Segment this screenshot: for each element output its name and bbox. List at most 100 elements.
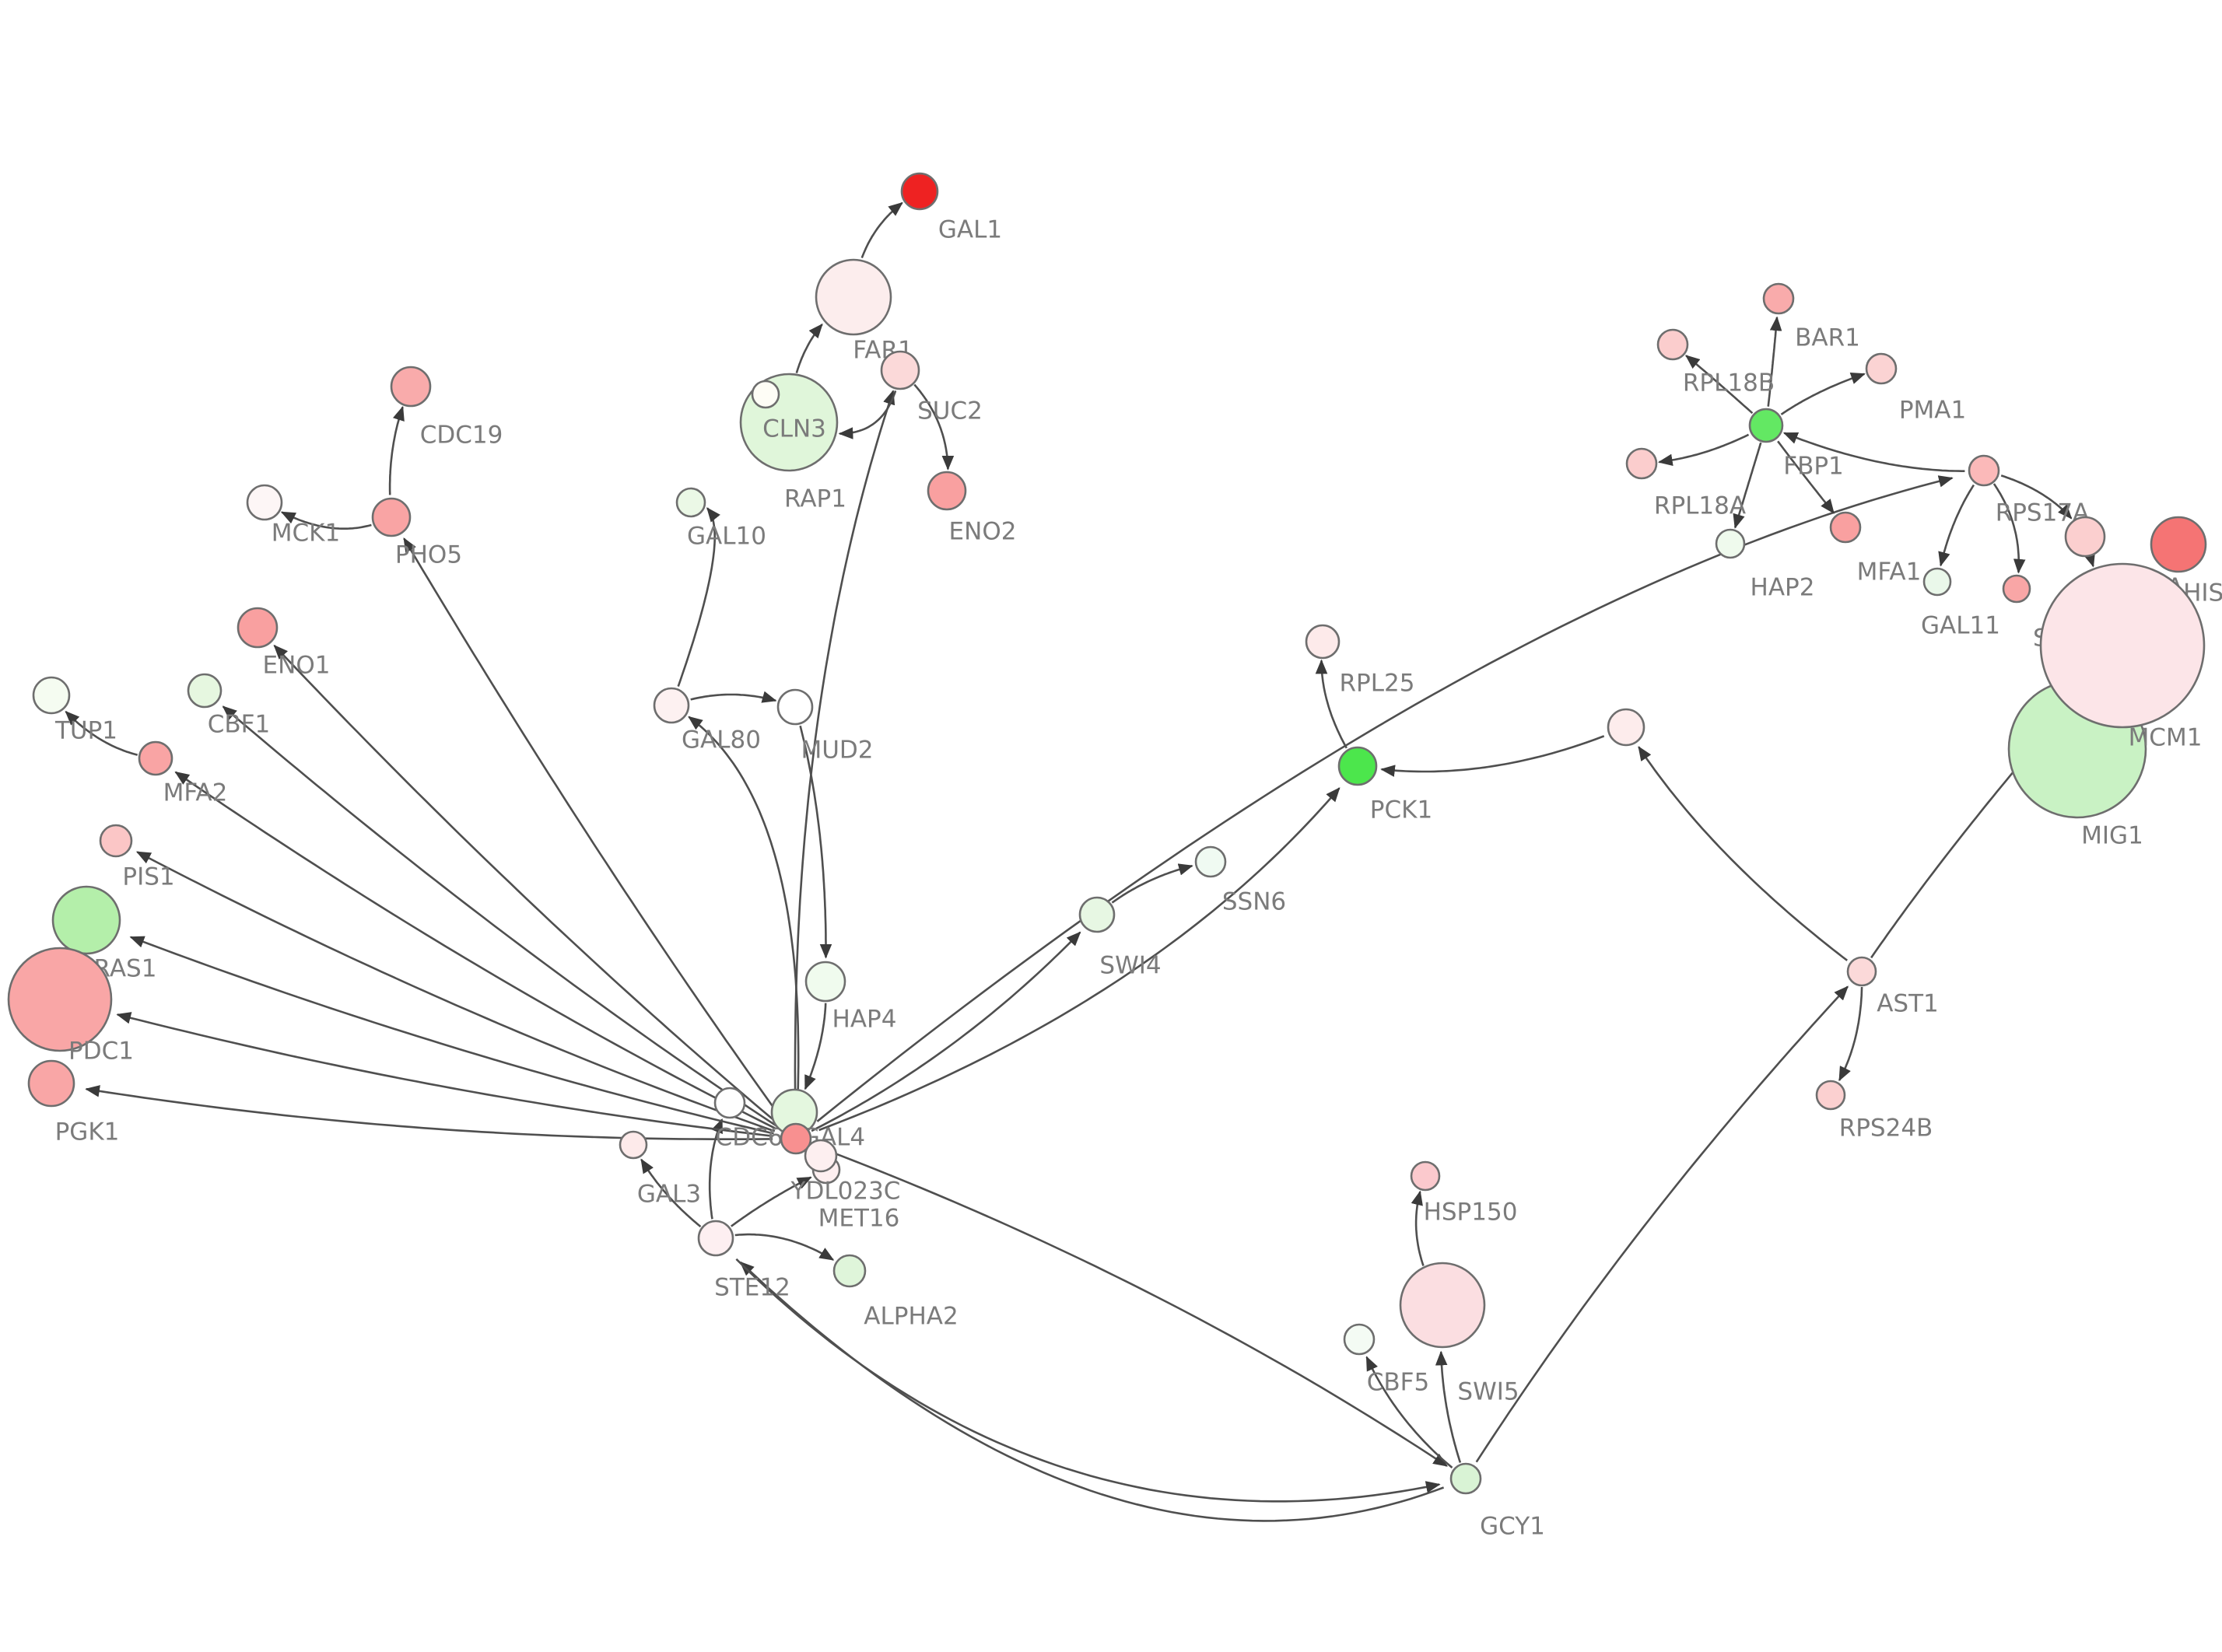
edge-ast1-to-pinku[interactable] <box>1638 746 1848 961</box>
node-gal10[interactable] <box>675 487 706 518</box>
node-ras1[interactable] <box>51 885 121 955</box>
node-pck1[interactable] <box>1337 746 1378 786</box>
edge-ste12-to-alpha2[interactable] <box>734 1233 835 1261</box>
node-rps24b[interactable] <box>1815 1080 1846 1111</box>
edge-gal4-to-rps17a[interactable] <box>816 475 1954 1122</box>
edge-rps17a-to-gal11[interactable] <box>1938 484 1975 567</box>
edge-suc2-to-eno2[interactable] <box>913 383 955 471</box>
edge-rps17a-to-fbp1[interactable] <box>1782 432 1965 472</box>
node-mfa1[interactable] <box>1829 511 1862 544</box>
node-ste12[interactable] <box>697 1220 734 1257</box>
edge-gal80-to-mud2[interactable] <box>690 691 777 703</box>
node-bar1[interactable] <box>1762 282 1795 315</box>
edge-suc2-to-cln3[interactable] <box>838 390 897 439</box>
node-fbp1[interactable] <box>1748 408 1784 443</box>
node-mcm1[interactable] <box>2039 562 2206 729</box>
edge-pho5-to-mck1[interactable] <box>280 511 372 530</box>
edge-ste12-to-met16[interactable] <box>731 1176 812 1227</box>
edge-rps17a-to-ste2[interactable] <box>1992 483 2026 574</box>
node-suc2[interactable] <box>880 350 920 390</box>
node-swi5[interactable] <box>1399 1262 1486 1349</box>
edge-gcy1-to-ste12[interactable] <box>739 1261 1445 1522</box>
node-rpl25[interactable] <box>1305 624 1341 660</box>
edge-gal4-to-pho5[interactable] <box>403 537 784 1122</box>
node-cdc19[interactable] <box>390 366 432 408</box>
node-pis1[interactable] <box>99 824 133 858</box>
edge-fbp1-to-pma1[interactable] <box>1780 373 1866 415</box>
node-hap2[interactable] <box>1715 528 1746 559</box>
node-ste2[interactable] <box>2002 574 2031 604</box>
edge-fbp1-to-rpl18a[interactable] <box>1657 433 1750 467</box>
node-rpl18b[interactable] <box>1656 328 1689 361</box>
edge-gal80-to-gal10[interactable] <box>677 507 720 688</box>
node-gcy1[interactable] <box>1449 1462 1482 1495</box>
edge-fbp1-to-bar1[interactable] <box>1767 316 1782 407</box>
node-mck1[interactable] <box>246 484 283 521</box>
edge-gal4-to-pis1[interactable] <box>135 851 776 1132</box>
edge-pck1-to-rpl25[interactable] <box>1315 659 1348 749</box>
edge-far1-to-gal1[interactable] <box>860 201 903 259</box>
edge-cln3-to-far1[interactable] <box>795 323 823 373</box>
node-pinku[interactable] <box>1607 708 1645 747</box>
node-mud2[interactable] <box>776 688 814 726</box>
node-pdc1[interactable] <box>7 947 113 1052</box>
node-rap1[interactable] <box>751 380 780 409</box>
edge-gal4-to-pck1[interactable] <box>818 787 1341 1132</box>
node-eno1[interactable] <box>237 607 279 649</box>
node-hap4[interactable] <box>804 961 846 1003</box>
edge-gcy1-to-swi5[interactable] <box>1435 1350 1462 1463</box>
node-gal1[interactable] <box>900 172 939 211</box>
node-mfa2[interactable] <box>138 740 173 776</box>
node-pgk1[interactable] <box>27 1059 75 1108</box>
node-cbf5[interactable] <box>1343 1323 1376 1356</box>
node-ydl023c[interactable] <box>804 1139 838 1173</box>
node-cdc6[interactable] <box>713 1087 746 1119</box>
edge-gal4-to-pgk1[interactable] <box>85 1085 773 1140</box>
edge-fbp1-to-hap2[interactable] <box>1733 442 1762 529</box>
edge-swi4-to-ssn6[interactable] <box>1111 863 1193 904</box>
edge-ste12-to-gcy1[interactable] <box>735 1258 1441 1503</box>
edge-gal4-to-gcy1[interactable] <box>818 1146 1449 1467</box>
node-gal11[interactable] <box>1922 567 1952 597</box>
edge-gal4-to-gal80[interactable] <box>688 716 800 1118</box>
edge-fbp1-to-mfa1[interactable] <box>1777 440 1835 514</box>
edge-gal4-to-pdc1[interactable] <box>116 1012 773 1137</box>
edge-mud2-to-hap4[interactable] <box>799 725 832 959</box>
node-rps17a[interactable] <box>1968 454 2000 487</box>
node-gal4[interactable] <box>780 1122 812 1155</box>
node-eno2[interactable] <box>927 471 967 511</box>
node-rpl18a[interactable] <box>1625 447 1658 480</box>
node-his4[interactable] <box>2150 516 2207 573</box>
edge-rpl16a-to-mcm1[interactable] <box>2084 551 2095 568</box>
edge-gcy1-to-ast1[interactable] <box>1475 985 1849 1463</box>
node-cbf1[interactable] <box>187 673 223 709</box>
edge-rps17a-to-rpl16a[interactable] <box>2000 474 2073 520</box>
edge-mfa2-to-tup1[interactable] <box>65 710 138 756</box>
edge-gal4-to-swi4[interactable] <box>811 931 1081 1132</box>
edge-gal4-to-eno1[interactable] <box>273 644 780 1125</box>
edge-gal4-to-mfa2[interactable] <box>174 771 776 1130</box>
node-tup1[interactable] <box>32 676 71 715</box>
edge-gal4-to-ras1[interactable] <box>129 936 774 1135</box>
node-gal3[interactable] <box>619 1130 648 1160</box>
node-alpha2[interactable] <box>832 1254 867 1288</box>
edge-swi5-to-hsp150[interactable] <box>1411 1190 1425 1266</box>
edge-ste12-to-gal3[interactable] <box>640 1158 702 1228</box>
node-swi4[interactable] <box>1078 896 1116 933</box>
node-ast1[interactable] <box>1846 956 1877 987</box>
node-pma1[interactable] <box>1865 352 1898 385</box>
edge-hap4-to-green1[interactable] <box>804 1003 827 1090</box>
edge-pinku-to-pck1[interactable] <box>1380 735 1605 777</box>
edge-ste12-to-cdc6[interactable] <box>708 1118 724 1220</box>
edge-gcy1-to-cbf5[interactable] <box>1365 1356 1453 1468</box>
edge-gal4-to-cbf1[interactable] <box>222 705 779 1128</box>
node-pho5[interactable] <box>371 497 412 537</box>
node-hsp150[interactable] <box>1410 1160 1441 1192</box>
node-ssn6[interactable] <box>1194 845 1227 878</box>
edge-ast1-to-rps24b[interactable] <box>1838 986 1863 1082</box>
edge-pho5-to-cdc19[interactable] <box>388 405 405 495</box>
node-far1[interactable] <box>815 258 892 336</box>
node-gal80[interactable] <box>653 687 690 724</box>
edge-fbp1-to-rpl18b[interactable] <box>1684 355 1754 415</box>
